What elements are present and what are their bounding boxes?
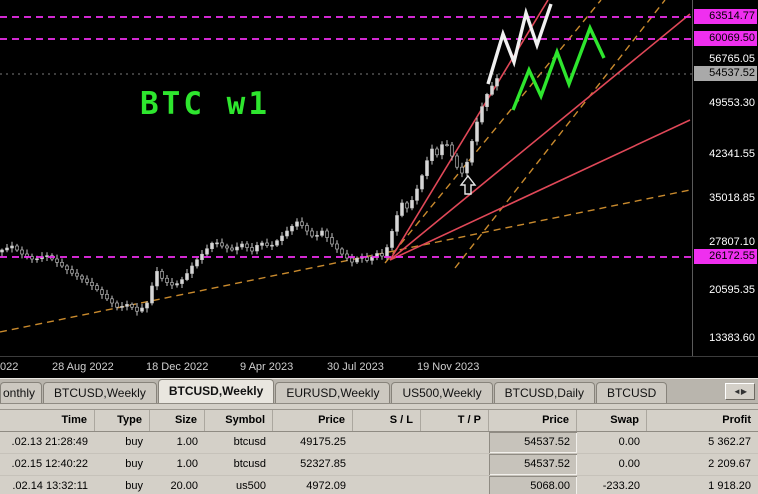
trade-row[interactable]: .02.15 12:40:22 buy 1.00 btcusd 52327.85 5453… [0, 454, 758, 476]
tab-btcusd-daily[interactable]: BTCUSD,Daily [493, 382, 595, 403]
cell-symbol: btcusd [233, 436, 266, 448]
price-label: 54537.52 [694, 66, 757, 81]
chart-tab-bar: onthly BTCUSD,Weekly BTCUSD,Weekly EURUSD,W… [0, 378, 758, 404]
column-header-swap[interactable]: Swap [577, 410, 647, 431]
candlestick-chart[interactable]: BTC w1 [0, 0, 692, 356]
cell-current: 54537.52 [489, 454, 577, 475]
date-label: 9 Apr 2023 [240, 361, 294, 373]
price-label: 35018.85 [709, 192, 755, 204]
up-arrow-marker [459, 174, 477, 195]
cell-price: 4972.09 [306, 480, 346, 492]
cell-time: .02.14 13:32:11 [12, 480, 88, 492]
column-header-price[interactable]: Price [273, 410, 353, 431]
cell-sl [353, 476, 421, 494]
green-zigzag-projection [511, 23, 606, 111]
cell-swap: 0.00 [618, 458, 640, 470]
price-label: 20595.35 [709, 284, 755, 296]
trade-row[interactable]: .02.13 21:28:49 buy 1.00 btcusd 49175.25 5453… [0, 432, 758, 454]
cell-time: .02.13 21:28:49 [11, 436, 88, 448]
cell-price: 52327.85 [300, 458, 346, 470]
cell-sl [353, 454, 421, 475]
time-axis[interactable]: 022 28 Aug 2022 18 Dec 2022 9 Apr 2023 30 Ju… [0, 356, 758, 378]
cell-profit: 5 362.27 [708, 436, 751, 448]
price-label: 27807.10 [709, 236, 755, 248]
trade-table-body: .02.13 21:28:49 buy 1.00 btcusd 49175.25 5453… [0, 432, 758, 494]
column-header-symbol[interactable]: Symbol [205, 410, 273, 431]
cell-profit: 1 918.20 [708, 480, 751, 492]
tab-btcusd-weekly[interactable]: BTCUSD,Weekly [43, 382, 157, 403]
price-axis[interactable]: 63514.77 60069.50 56765.05 54537.52 49553.30… [692, 0, 758, 356]
cell-tp [421, 454, 489, 475]
tab-us500-weekly[interactable]: US500,Weekly [391, 382, 493, 403]
price-label: 13383.60 [709, 332, 755, 344]
cell-type: buy [125, 480, 143, 492]
cell-size: 1.00 [176, 458, 198, 470]
column-header-current[interactable]: Price [489, 410, 577, 431]
price-label: 60069.50 [694, 31, 757, 46]
date-label: 28 Aug 2022 [52, 361, 114, 373]
date-label: 30 Jul 2023 [327, 361, 384, 373]
tab-btcusd-weekly[interactable]: BTCUSD,Weekly [157, 379, 275, 403]
tab-btcusd[interactable]: BTCUSD [595, 382, 668, 403]
chart-area: BTC w1 63514.77 60069.50 56765.05 54537.52 4… [0, 0, 758, 356]
column-header-tp[interactable]: T / P [421, 410, 489, 431]
cell-current: 54537.52 [489, 432, 577, 453]
price-label: 49553.30 [709, 97, 755, 109]
cell-tp [421, 476, 489, 494]
column-header-time[interactable]: Time [0, 410, 95, 431]
tab-onthly[interactable]: onthly [0, 382, 43, 403]
column-header-size[interactable]: Size [150, 410, 205, 431]
white-zigzag-projection [486, 3, 553, 85]
cell-type: buy [125, 436, 143, 448]
price-label: 42341.55 [709, 148, 755, 160]
tab-eurusd-weekly[interactable]: EURUSD,Weekly [275, 382, 391, 403]
date-label: 022 [0, 361, 19, 373]
column-header-sl[interactable]: S / L [353, 410, 421, 431]
column-header-profit[interactable]: Profit [722, 414, 751, 426]
date-label: 18 Dec 2022 [146, 361, 209, 373]
cell-tp [421, 432, 489, 453]
cell-size: 1.00 [176, 436, 198, 448]
cell-price: 49175.25 [300, 436, 346, 448]
cell-sl [353, 432, 421, 453]
cell-size: 20.00 [170, 480, 198, 492]
cell-symbol: us500 [236, 480, 266, 492]
chart-title: BTC w1 [140, 86, 270, 122]
cell-type: buy [125, 458, 143, 470]
cell-symbol: btcusd [233, 458, 266, 470]
price-label: 56765.05 [709, 53, 755, 65]
trade-row[interactable]: .02.14 13:32:11 buy 20.00 us500 4972.09 5068.… [0, 476, 758, 494]
cell-swap: 0.00 [618, 436, 640, 448]
column-header-type[interactable]: Type [95, 410, 150, 431]
price-label: 63514.77 [694, 9, 757, 24]
date-label: 19 Nov 2023 [417, 361, 480, 373]
cell-swap: -233.20 [602, 480, 640, 492]
cell-profit: 2 209.67 [708, 458, 751, 470]
price-label: 26172.55 [694, 249, 757, 264]
cell-current: 5068.00 [489, 476, 577, 494]
cell-time: .02.15 12:40:22 [11, 458, 88, 470]
tab-scroll-button[interactable]: ◄▶ [725, 383, 755, 400]
